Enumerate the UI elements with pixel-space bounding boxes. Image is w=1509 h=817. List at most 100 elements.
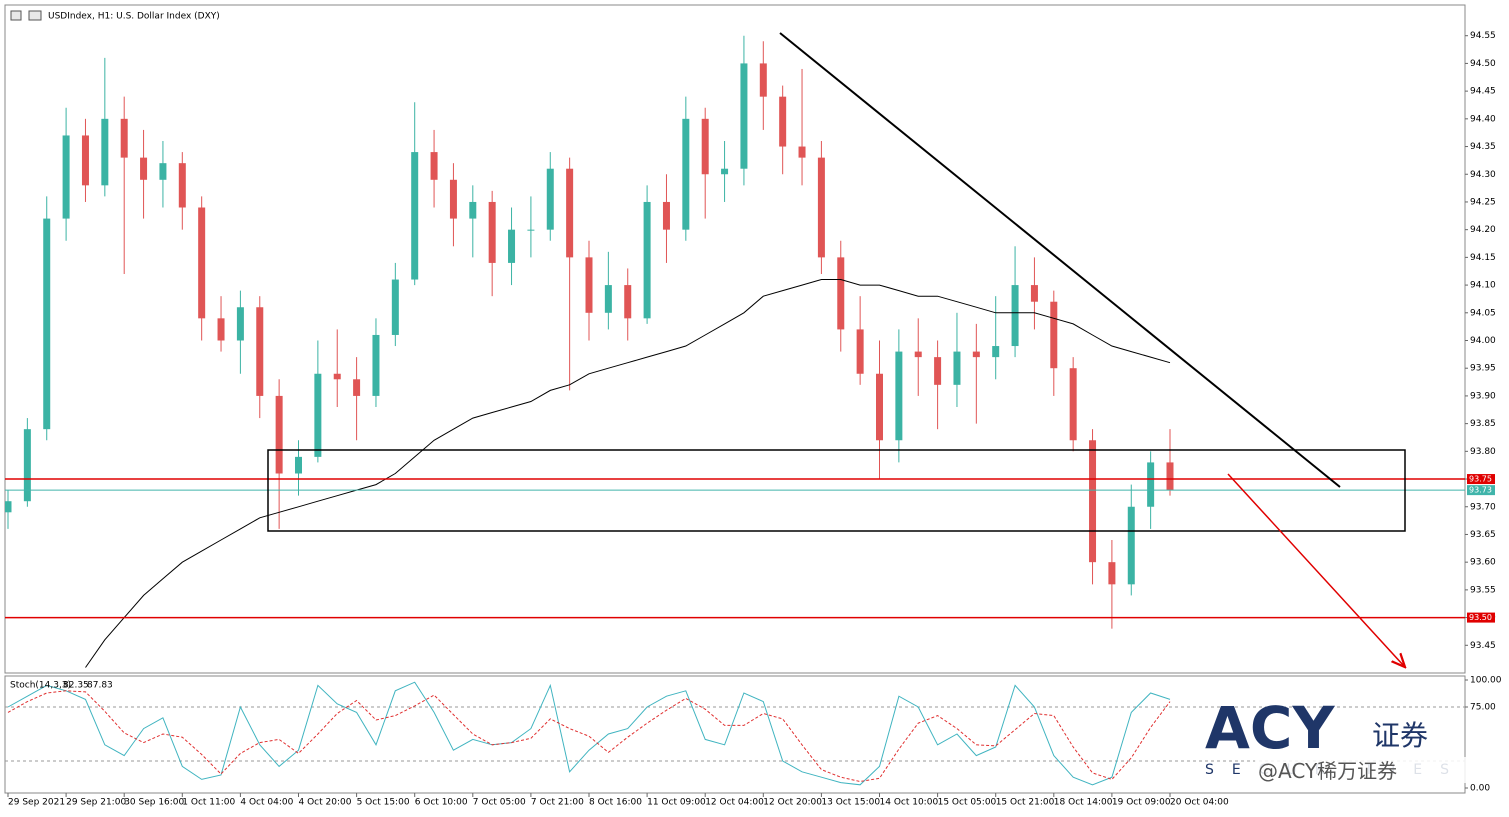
candle-body [662, 201, 670, 230]
candle-body [817, 157, 825, 258]
level-label: 93.75 [1469, 475, 1492, 484]
x-tick-label: 15 Oct 05:00 [938, 798, 997, 808]
candle-body [5, 501, 12, 513]
candle-body [701, 118, 709, 175]
x-tick-label: 29 Sep 21:00 [66, 798, 126, 808]
candle-body [1108, 562, 1116, 585]
candle-body [1069, 368, 1077, 441]
x-tick-label: 15 Oct 21:00 [996, 798, 1055, 808]
candle-body [953, 351, 961, 385]
moving-average [85, 279, 1171, 668]
stoch-tick-label: 100.00 [1470, 676, 1502, 686]
level-label: 93.73 [1469, 486, 1492, 495]
watermark-logo-cn: 证券 [1372, 719, 1428, 752]
y-tick-label: 94.35 [1470, 142, 1496, 152]
icon [10, 10, 22, 21]
watermark-logo: ACY [1205, 694, 1335, 762]
y-tick-label: 93.65 [1470, 530, 1496, 540]
stoch-plot [5, 681, 1465, 786]
candle-body [1089, 440, 1097, 563]
candle-body [1166, 462, 1174, 491]
y-tick-label: 94.10 [1470, 281, 1496, 291]
x-tick-label: 13 Oct 15:00 [821, 798, 880, 808]
x-tick-label: 19 Oct 09:00 [1112, 798, 1171, 808]
candle-body [934, 357, 942, 385]
candle-body [140, 157, 148, 180]
candle-body [295, 456, 302, 474]
candle-body [585, 257, 593, 313]
candle-body [178, 163, 186, 208]
candle-body [740, 63, 748, 169]
candle-body [798, 146, 806, 158]
range-box [267, 449, 1406, 532]
stoch-readout: 87.83 [87, 681, 113, 691]
candle-body [527, 229, 535, 231]
y-tick-label: 94.05 [1470, 308, 1496, 318]
candle-body [275, 395, 283, 474]
y-tick-label: 93.70 [1470, 502, 1496, 512]
candle-body [604, 285, 612, 313]
candle-body [62, 135, 70, 219]
y-tick-label: 94.00 [1470, 336, 1496, 346]
candle-body [256, 307, 264, 396]
x-tick-label: 12 Oct 20:00 [763, 798, 822, 808]
stoch-label: Stoch(14,3,3) [10, 681, 71, 691]
candle-body [449, 179, 457, 219]
candle-body [992, 346, 1000, 358]
icon [28, 10, 42, 21]
main-plot [5, 35, 1465, 668]
candle-body [314, 373, 322, 457]
candle-body [721, 168, 729, 175]
watermark-handle: @ACY稀万证券 [1258, 759, 1397, 783]
candle-body [1050, 301, 1058, 369]
x-tick-label: 8 Oct 16:00 [589, 798, 642, 808]
x-tick-label: 7 Oct 05:00 [473, 798, 526, 808]
x-tick-label: 1 Oct 11:00 [182, 798, 235, 808]
candle-body [856, 329, 864, 374]
candle-body [217, 318, 225, 341]
x-tick-label: 4 Oct 20:00 [299, 798, 352, 808]
candle-body [682, 118, 690, 230]
candle-body [1127, 506, 1135, 585]
y-tick-label: 93.45 [1470, 641, 1496, 651]
x-tick-label: 7 Oct 21:00 [531, 798, 584, 808]
y-tick-label: 93.55 [1470, 585, 1496, 595]
candle-body [353, 379, 361, 396]
chart-title: USDIndex, H1: U.S. Dollar Index (DXY) [48, 12, 220, 22]
trend-line [779, 32, 1341, 488]
y-tick-label: 93.85 [1470, 419, 1496, 429]
candle-body [1011, 285, 1019, 347]
y-tick-label: 94.20 [1470, 225, 1496, 235]
x-tick-label: 14 Oct 10:00 [880, 798, 939, 808]
candle-body [391, 279, 399, 335]
stoch-readout: 82.35 [63, 681, 89, 691]
candle-body [81, 135, 89, 186]
candle-body [120, 118, 128, 158]
candle-body [430, 152, 438, 180]
candle-body [198, 207, 206, 319]
x-tick-label: 12 Oct 04:00 [705, 798, 764, 808]
candle-body [411, 152, 419, 280]
candle-body [469, 201, 477, 219]
candle-body [23, 429, 31, 502]
candle-body [895, 351, 903, 441]
watermark: ACY 证券 SECURITIES @ACY稀万证券 [1205, 694, 1495, 783]
y-tick-label: 93.80 [1470, 447, 1496, 457]
x-tick-label: 4 Oct 04:00 [240, 798, 293, 808]
y-tick-label: 94.45 [1470, 87, 1496, 97]
y-tick-label: 94.30 [1470, 170, 1496, 180]
candle-body [101, 118, 109, 186]
x-tick-label: 11 Oct 09:00 [647, 798, 706, 808]
stoch-main [7, 681, 1171, 786]
level-tag [1467, 485, 1495, 496]
x-tick-label: 29 Sep 2021 [8, 798, 65, 808]
candle-body [236, 307, 244, 341]
y-tick-label: 94.25 [1470, 197, 1496, 207]
level-tag [1467, 474, 1495, 485]
stoch-tick-label: 0.00 [1470, 784, 1490, 794]
candle-body [972, 351, 980, 358]
y-tick-label: 93.95 [1470, 364, 1496, 374]
stoch-signal [7, 690, 1171, 783]
